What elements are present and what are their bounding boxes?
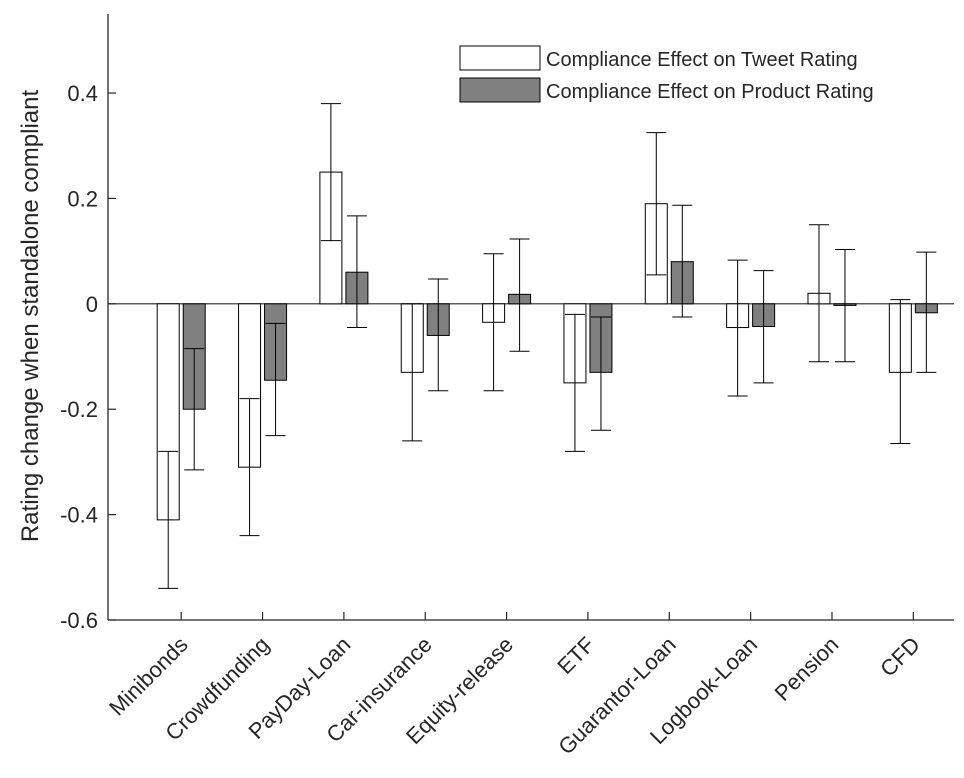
y-tick-label: 0.2 [67,186,98,211]
legend-label: Compliance Effect on Product Rating [546,81,874,103]
legend: Compliance Effect on Tweet Rating Complia… [459,45,874,103]
x-tick-label: CFD [875,632,925,682]
legend-label: Compliance Effect on Tweet Rating [546,49,858,71]
plot-area: -0.6-0.4-0.200.20.4MinibondsCrowdfunding… [60,14,954,759]
x-tick-label: ETF [552,632,599,679]
y-tick-label: -0.2 [60,397,98,422]
y-tick-label: 0 [86,292,98,317]
y-tick-label: 0.4 [67,81,98,106]
x-tick-label: Minibonds [104,632,193,721]
y-tick-label: -0.4 [60,503,98,528]
y-axis-title: Rating change when standalone compliant [17,90,44,543]
legend-swatch [459,45,541,71]
x-tick-label: Pension [770,632,844,706]
legend-swatch [459,77,541,103]
y-tick-label: -0.6 [60,608,98,633]
